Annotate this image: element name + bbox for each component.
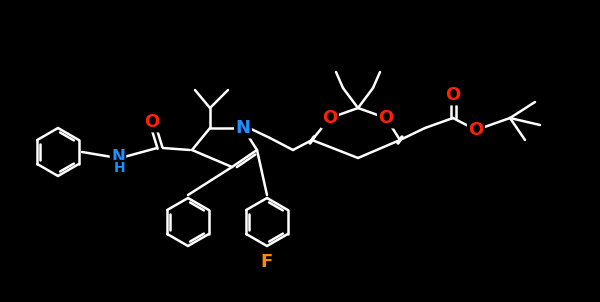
Text: N: N	[111, 148, 125, 166]
Text: N: N	[235, 119, 251, 137]
Text: O: O	[379, 109, 394, 127]
Text: O: O	[145, 113, 160, 131]
Text: O: O	[469, 121, 484, 139]
Text: O: O	[445, 86, 461, 104]
Text: O: O	[322, 109, 338, 127]
Text: F: F	[261, 253, 273, 271]
Text: H: H	[114, 161, 126, 175]
